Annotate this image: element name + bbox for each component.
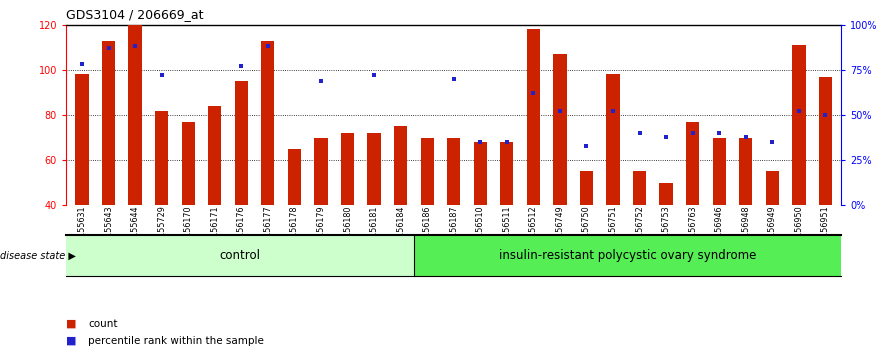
Bar [288, 149, 301, 205]
Point [766, 139, 780, 145]
Point [314, 78, 328, 84]
Bar [686, 122, 700, 205]
Point [685, 130, 700, 136]
Bar [818, 77, 832, 205]
Bar [447, 138, 461, 205]
Point [739, 134, 753, 139]
Point [526, 91, 540, 96]
Point [792, 109, 806, 114]
Point [367, 73, 381, 78]
Text: GDS3104 / 206669_at: GDS3104 / 206669_at [66, 8, 204, 21]
Point [606, 109, 620, 114]
Bar [474, 142, 487, 205]
Bar [713, 138, 726, 205]
Point [154, 73, 168, 78]
Point [447, 76, 461, 82]
Bar [394, 126, 407, 205]
Bar [129, 25, 142, 205]
Text: control: control [219, 249, 261, 262]
Bar [155, 110, 168, 205]
Bar [633, 171, 646, 205]
Point [261, 44, 275, 49]
Bar [739, 138, 752, 205]
Bar [660, 183, 673, 205]
Bar [792, 45, 805, 205]
Point [553, 109, 567, 114]
Point [580, 143, 594, 149]
Bar [553, 54, 566, 205]
Point [234, 63, 248, 69]
Point [75, 62, 89, 67]
Bar [580, 171, 593, 205]
Point [500, 139, 514, 145]
Bar [367, 133, 381, 205]
Point [128, 44, 142, 49]
Bar [208, 106, 221, 205]
Point [818, 112, 833, 118]
Bar [341, 133, 354, 205]
Point [659, 134, 673, 139]
Text: percentile rank within the sample: percentile rank within the sample [88, 336, 264, 346]
Bar [527, 29, 540, 205]
Bar [262, 41, 275, 205]
Point [101, 45, 115, 51]
Point [633, 130, 647, 136]
Text: count: count [88, 319, 117, 329]
Text: disease state ▶: disease state ▶ [0, 251, 76, 261]
Bar [181, 122, 195, 205]
Bar [102, 41, 115, 205]
Point [712, 130, 726, 136]
Bar [234, 81, 248, 205]
Bar [76, 74, 89, 205]
Point [473, 139, 487, 145]
Bar [315, 138, 328, 205]
Text: ■: ■ [66, 336, 77, 346]
Bar [500, 142, 514, 205]
Bar [420, 138, 433, 205]
Text: insulin-resistant polycystic ovary syndrome: insulin-resistant polycystic ovary syndr… [499, 249, 756, 262]
Bar [766, 171, 779, 205]
Text: ■: ■ [66, 319, 77, 329]
Bar [606, 74, 619, 205]
